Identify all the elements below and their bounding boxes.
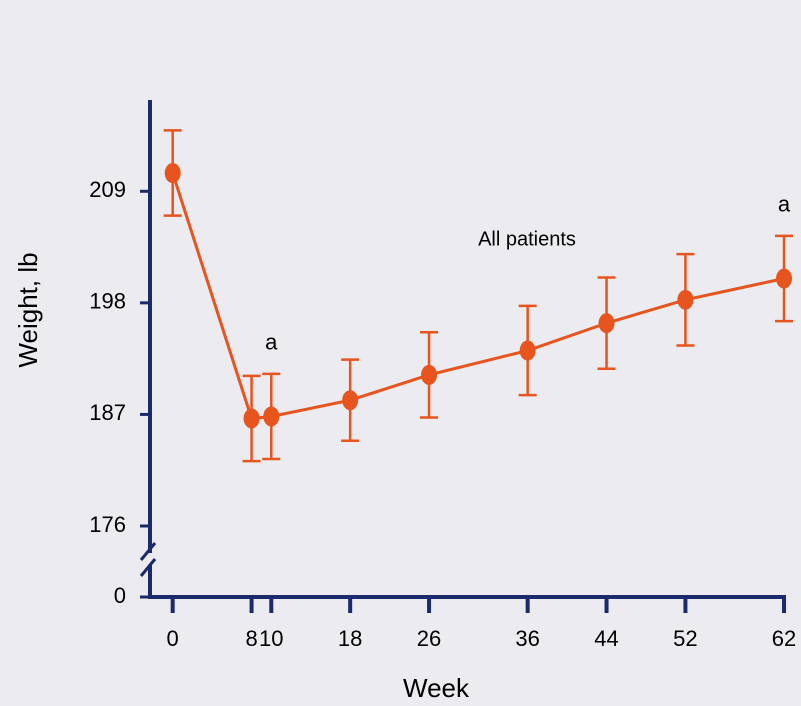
- x-tick-label: 18: [338, 626, 362, 651]
- x-tick-label: 62: [772, 626, 796, 651]
- point: [598, 313, 615, 334]
- y-tick-label: 176: [89, 512, 126, 537]
- x-tick-label: 36: [515, 626, 539, 651]
- series-label: All patients: [478, 228, 576, 250]
- x-tick-label: 10: [259, 626, 283, 651]
- point: [776, 268, 793, 289]
- x-tick-label: 26: [417, 626, 441, 651]
- point: [243, 408, 260, 429]
- y-axis-title: Weight, lb: [13, 252, 43, 367]
- point: [263, 406, 280, 427]
- y-tick-label: 198: [89, 289, 126, 314]
- point: [519, 340, 536, 361]
- annotation: a: [778, 192, 791, 217]
- point: [342, 390, 359, 411]
- x-tick-label: 8: [245, 626, 257, 651]
- x-tick-label: 52: [673, 626, 697, 651]
- annotation: a: [265, 330, 278, 355]
- y-tick-label: 187: [89, 400, 126, 425]
- y-tick-label: 0: [114, 583, 126, 608]
- point: [164, 163, 181, 184]
- x-axis-title: Week: [403, 673, 470, 703]
- point: [677, 289, 694, 310]
- axis-break: [139, 558, 157, 577]
- y-tick-label: 209: [89, 177, 126, 202]
- axis-break: [139, 542, 157, 561]
- x-tick-label: 0: [167, 626, 179, 651]
- x-tick-label: 44: [594, 626, 618, 651]
- point: [421, 364, 438, 385]
